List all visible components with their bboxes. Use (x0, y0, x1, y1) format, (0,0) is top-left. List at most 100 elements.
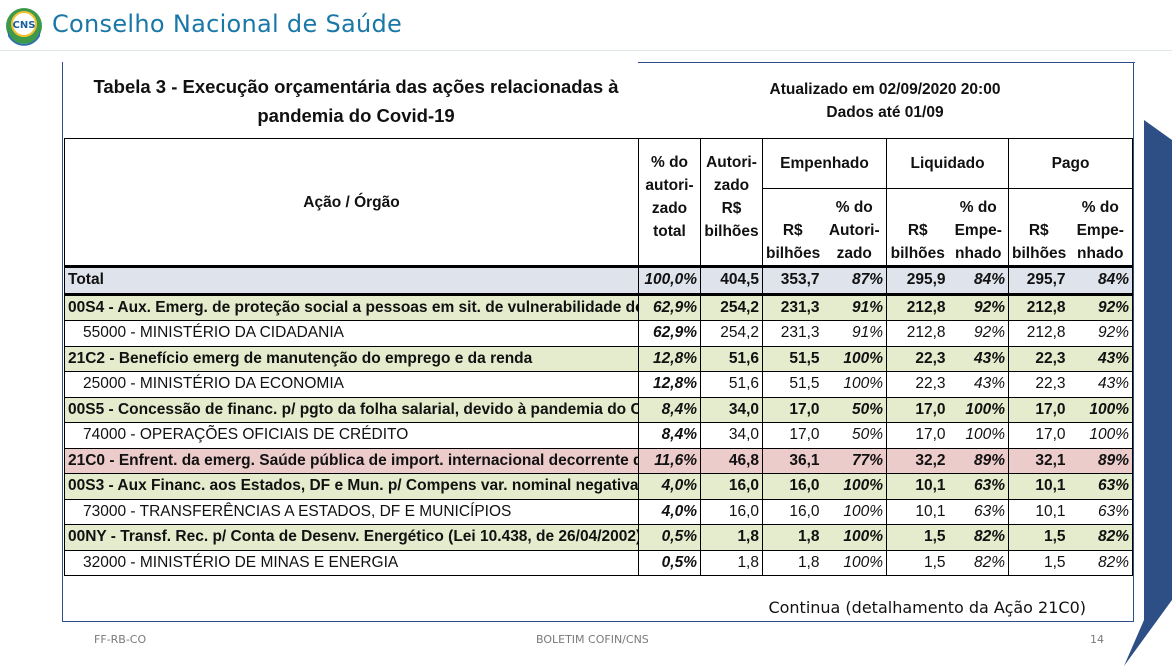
cell-empenhado-rs: 36,1 (762, 447, 823, 474)
cell-pct-total: 100,0% (638, 266, 701, 296)
cell-pago-pct: 63% (1068, 498, 1134, 525)
cell-pct-total: 12,8% (638, 345, 701, 372)
cell-acao-orgao: 00S4 - Aux. Emerg. de proteção social a … (64, 293, 639, 321)
cell-liquidado-rs: 10,1 (886, 498, 949, 525)
row-label: 25000 - MINISTÉRIO DA ECONOMIA (83, 375, 344, 393)
cell-acao-orgao: 73000 - TRANSFERÊNCIAS A ESTADOS, DF E M… (64, 498, 639, 525)
cell-pago-pct: 43% (1068, 371, 1134, 398)
cell-autorizado: 254,2 (700, 293, 763, 321)
cell-liquidado-pct: 63% (948, 473, 1010, 500)
cell-pago-rs: 22,3 (1008, 371, 1069, 398)
cell-autorizado: 16,0 (700, 473, 763, 500)
cell-liquidado-rs: 17,0 (886, 396, 949, 423)
row-label: - Benefício emerg de manutenção do empre… (105, 349, 533, 367)
table-title: Tabela 3 - Execução orçamentária das açõ… (66, 72, 646, 130)
cell-pago-rs: 32,1 (1008, 447, 1069, 474)
cell-liquidado-rs: 1,5 (886, 549, 949, 576)
footer-left: FF-RB-CO (94, 633, 147, 646)
cell-pct-total: 0,5% (638, 524, 701, 551)
cell-pago-rs: 212,8 (1008, 320, 1069, 347)
cell-autorizado: 16,0 (700, 498, 763, 525)
header-divider (0, 50, 1172, 51)
col-pago: Pago (1008, 138, 1134, 189)
cell-autorizado: 46,8 (700, 447, 763, 474)
row-label: - Enfrent. da emerg. Saúde pública de im… (105, 451, 639, 469)
col-pago-pct: % do Empe-nhado (1068, 188, 1134, 267)
cell-liquidado-pct: 43% (948, 345, 1010, 372)
row-label: 32000 - MINISTÉRIO DE MINAS E ENERGIA (83, 553, 399, 571)
table-title-line2: pandemia do Covid-19 (257, 105, 455, 126)
cell-pct-total: 11,6% (638, 447, 701, 474)
table-row: 25000 - MINISTÉRIO DA ECONOMIA 12,8% 51,6 5… (64, 371, 1134, 398)
cell-acao-orgao: 00S5 - Concessão de financ. p/ pgto da f… (64, 396, 639, 423)
cell-pct-total: 8,4% (638, 396, 701, 423)
cell-pago-pct: 92% (1068, 320, 1134, 347)
col-empenhado-rs: R$ bilhões (762, 188, 823, 267)
table-body: Total 100,0% 404,5 353,7 87% 295,9 84% 295,7 84%… (64, 266, 1134, 576)
cell-pago-pct: 100% (1068, 396, 1134, 423)
cell-empenhado-pct: 100% (822, 371, 888, 398)
row-label: 73000 - TRANSFERÊNCIAS A ESTADOS, DF E M… (83, 502, 512, 520)
cell-empenhado-rs: 16,0 (762, 473, 823, 500)
cell-liquidado-pct: 100% (948, 422, 1010, 449)
cell-empenhado-pct: 100% (822, 549, 888, 576)
cell-pct-total: 62,9% (638, 320, 701, 347)
cell-pago-pct: 82% (1068, 524, 1134, 551)
cell-empenhado-rs: 1,8 (762, 549, 823, 576)
cell-pago-pct: 82% (1068, 549, 1134, 576)
cell-empenhado-rs: 51,5 (762, 345, 823, 372)
cell-autorizado: 51,6 (700, 345, 763, 372)
cell-autorizado: 51,6 (700, 371, 763, 398)
cell-autorizado: 34,0 (700, 396, 763, 423)
cell-acao-orgao: 00S3 - Aux Financ. aos Estados, DF e Mun… (64, 473, 639, 500)
cell-empenhado-pct: 91% (822, 293, 888, 321)
cell-pct-total: 62,9% (638, 293, 701, 321)
cns-logo-icon: CNS (6, 8, 42, 46)
cell-liquidado-rs: 22,3 (886, 371, 949, 398)
row-label: - Aux Financ. aos Estados, DF e Mun. p/ … (104, 477, 639, 495)
cell-pago-rs: 10,1 (1008, 473, 1069, 500)
acao-code: 00S4 (68, 298, 105, 316)
continuation-note: Continua (detalhamento da Ação 21C0) (768, 598, 1086, 617)
table-row: 21C2 - Benefício emerg de manutenção do … (64, 345, 1134, 372)
row-label: 74000 - OPERAÇÕES OFICIAIS DE CRÉDITO (83, 426, 409, 444)
cell-empenhado-pct: 50% (822, 396, 888, 423)
acao-code: 00S3 (68, 477, 105, 495)
cell-liquidado-pct: 82% (948, 524, 1010, 551)
cell-pago-rs: 1,5 (1008, 549, 1069, 576)
acao-code: 00NY (68, 528, 107, 546)
cell-pago-rs: 17,0 (1008, 396, 1069, 423)
cell-pago-rs: 10,1 (1008, 498, 1069, 525)
cell-empenhado-rs: 1,8 (762, 524, 823, 551)
cell-empenhado-pct: 100% (822, 524, 888, 551)
cell-pct-total: 4,0% (638, 473, 701, 500)
col-empenhado: Empenhado (761, 138, 888, 189)
cell-acao-orgao: 25000 - MINISTÉRIO DA ECONOMIA (64, 371, 639, 398)
cell-empenhado-rs: 231,3 (762, 320, 823, 347)
cell-empenhado-pct: 77% (822, 447, 888, 474)
cell-liquidado-rs: 295,9 (886, 266, 949, 296)
budget-table: Ação / Órgão % do autori-zado total Auto… (64, 138, 1134, 576)
cell-liquidado-pct: 92% (948, 293, 1010, 321)
table-row: 74000 - OPERAÇÕES OFICIAIS DE CRÉDITO 8,4… (64, 422, 1134, 449)
cell-pago-pct: 84% (1068, 266, 1134, 296)
cell-pct-total: 4,0% (638, 498, 701, 525)
cell-pago-rs: 1,5 (1008, 524, 1069, 551)
logo-text: CNS (13, 20, 36, 31)
cell-empenhado-rs: 17,0 (762, 396, 823, 423)
cell-liquidado-rs: 17,0 (886, 422, 949, 449)
row-label: - Transf. Rec. p/ Conta de Desenv. Energ… (106, 528, 639, 546)
col-liquidado-pct: % do Empe-nhado (948, 188, 1010, 267)
cell-liquidado-pct: 43% (948, 371, 1010, 398)
cell-autorizado: 404,5 (700, 266, 763, 296)
table-row: 73000 - TRANSFERÊNCIAS A ESTADOS, DF E M… (64, 498, 1134, 525)
cell-pago-rs: 295,7 (1008, 266, 1069, 296)
cell-empenhado-rs: 231,3 (762, 293, 823, 321)
decorative-side-shape (1124, 120, 1172, 666)
col-pago-rs: R$ bilhões (1008, 188, 1069, 267)
cell-autorizado: 34,0 (700, 422, 763, 449)
cell-pct-total: 8,4% (638, 422, 701, 449)
cell-autorizado: 1,8 (700, 524, 763, 551)
table-frame (62, 62, 1134, 622)
cell-acao-orgao: 21C0 - Enfrent. da emerg. Saúde pública … (64, 447, 639, 474)
